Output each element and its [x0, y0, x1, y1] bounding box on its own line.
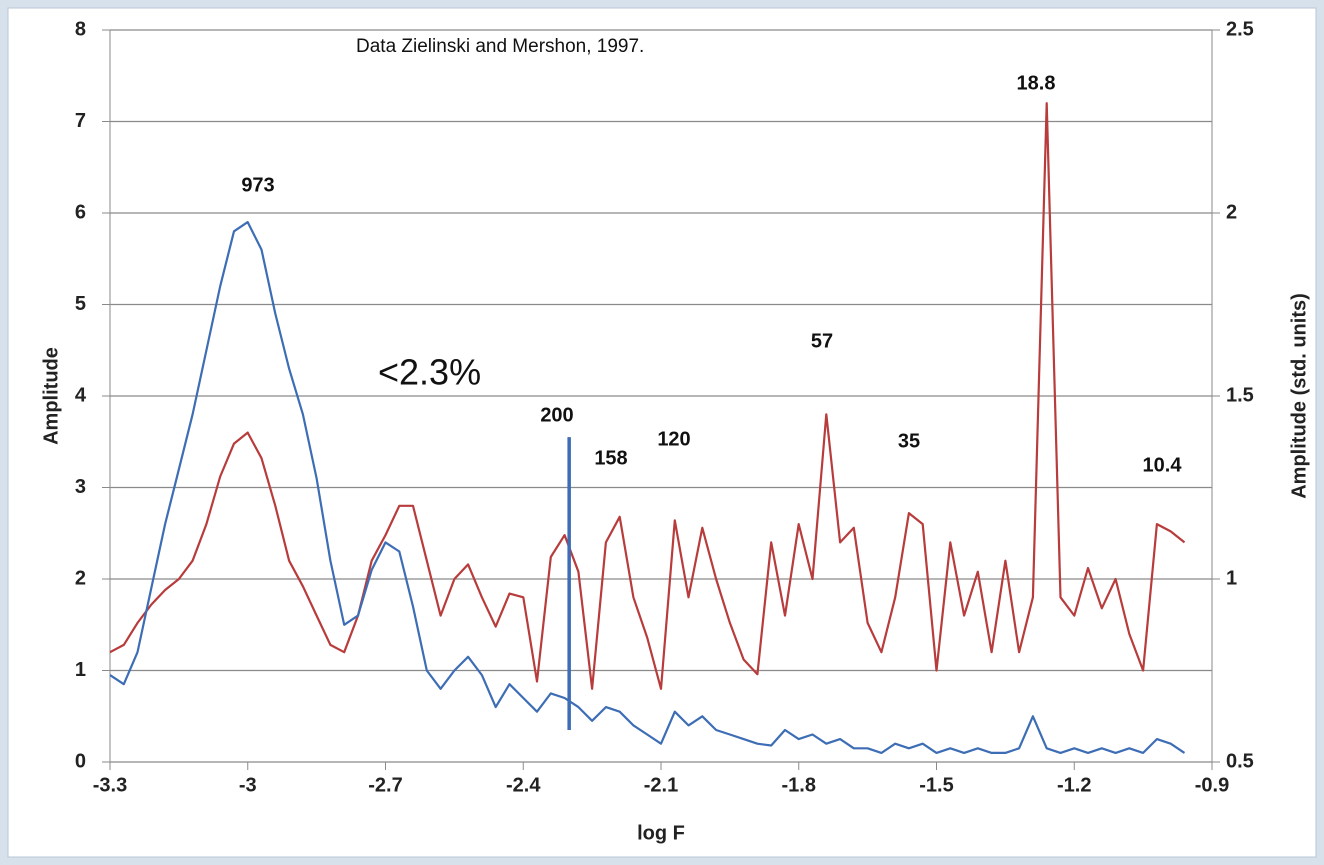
y-tick-label: 7: [75, 110, 86, 132]
y-tick-label: 0: [75, 750, 86, 772]
y2-tick-label: 2.5: [1226, 18, 1254, 40]
annotation: 158: [594, 447, 627, 469]
annotation: 57: [811, 330, 833, 352]
y2-tick-label: 1: [1226, 567, 1237, 589]
x-tick-label: -2.7: [368, 774, 402, 796]
annotation: 973: [241, 174, 274, 196]
x-axis-title: log F: [637, 822, 685, 844]
series-line: [109, 221, 1186, 754]
x-tick-label: -2.1: [644, 774, 678, 796]
y2-tick-label: 1.5: [1226, 384, 1254, 406]
y2-tick-label: 2: [1226, 201, 1237, 223]
x-tick-label: -1.8: [782, 774, 816, 796]
y-tick-label: 8: [75, 18, 86, 40]
annotation: 120: [657, 428, 690, 450]
annotation: Data Zielinski and Mershon, 1997.: [356, 36, 644, 57]
y-tick-label: 3: [75, 476, 86, 498]
x-tick-label: -3: [239, 774, 257, 796]
x-tick-label: -0.9: [1195, 774, 1229, 796]
y-tick-label: 2: [75, 567, 86, 589]
y-tick-label: 1: [75, 659, 86, 681]
annotation: 18.8: [1017, 72, 1056, 94]
chart-panel: [7, 7, 1317, 858]
annotation: 200: [540, 404, 573, 426]
annotation: <2.3%: [378, 352, 481, 393]
y-tick-label: 4: [75, 384, 87, 406]
y2-axis-title: Amplitude (std. units): [1288, 293, 1310, 499]
x-tick-label: -2.4: [506, 774, 541, 796]
x-tick-label: -3.3: [93, 774, 127, 796]
y-tick-label: 5: [75, 293, 86, 315]
x-tick-label: -1.2: [1057, 774, 1091, 796]
annotation: 10.4: [1143, 454, 1183, 476]
annotation: 35: [898, 430, 920, 452]
x-tick-label: -1.5: [919, 774, 953, 796]
series-line: [109, 102, 1186, 690]
y-tick-label: 6: [75, 201, 86, 223]
y-axis-title: Amplitude: [40, 347, 62, 445]
y2-tick-label: 0.5: [1226, 750, 1254, 772]
